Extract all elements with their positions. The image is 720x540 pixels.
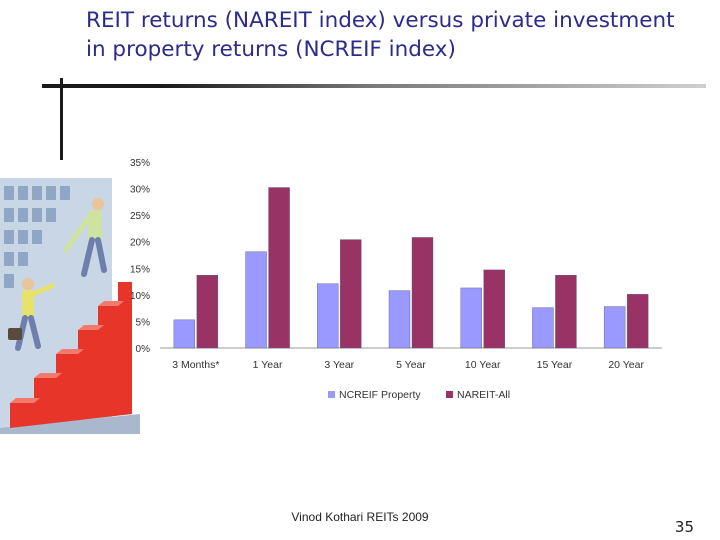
bar-nareit-all-4	[483, 269, 505, 349]
x-tick-label: 20 Year	[608, 359, 644, 371]
bar-nareit-all-2	[340, 239, 362, 349]
chart-legend: NCREIF Property NAREIT-All	[328, 389, 510, 401]
y-tick-label: 10%	[130, 291, 150, 302]
x-tick-label: 3 Year	[324, 359, 354, 371]
x-tick-label: 5 Year	[396, 359, 426, 371]
slide-title-line-1: REIT returns (NAREIT index) versus priva…	[86, 8, 675, 33]
y-tick-label: 0%	[136, 344, 151, 355]
building-windows	[4, 186, 70, 288]
page-number: 35	[674, 518, 694, 536]
x-tick-label: 10 Year	[465, 359, 501, 371]
title-divider-horizontal	[42, 84, 706, 88]
y-axis: 0% 5% 10% 15% 20% 25% 30% 35%	[130, 158, 662, 355]
bar-ncreif-property-2	[317, 283, 339, 349]
legend-swatch	[446, 391, 453, 398]
y-tick-label: 5%	[136, 317, 151, 328]
x-tick-label: 1 Year	[253, 359, 283, 371]
y-tick-label: 25%	[130, 211, 150, 222]
briefcase-icon	[8, 328, 22, 340]
slide-title: REIT returns (NAREIT index) versus priva…	[86, 6, 706, 64]
y-tick-label: 35%	[130, 158, 150, 169]
floor	[0, 414, 140, 434]
legend-swatch	[328, 391, 335, 398]
bar-ncreif-property-4	[460, 287, 482, 349]
x-tick-label: 15 Year	[537, 359, 573, 371]
y-tick-label: 20%	[130, 238, 150, 249]
legend-label: NAREIT-All	[457, 389, 510, 401]
red-stairs	[10, 282, 132, 428]
bar-nareit-all-1	[268, 187, 290, 349]
y-tick-label: 30%	[130, 185, 150, 196]
climbing-person-lower	[8, 278, 55, 351]
legend-label: NCREIF Property	[339, 389, 421, 401]
bars	[173, 187, 649, 349]
bar-nareit-all-5	[555, 274, 577, 349]
x-tick-label: 3 Months*	[172, 359, 219, 371]
returns-bar-chart: 0%5%10%15%20%25%30%35% 3 Months* 1 Year 3 …	[130, 158, 662, 401]
slide-title-line-2: in property returns (NCREIF index)	[86, 37, 456, 62]
bar-ncreif-property-0	[173, 319, 196, 349]
x-axis-labels: 3 Months* 1 Year 3 Year 5 Year 10 Year 15 Yea…	[172, 359, 644, 371]
bar-ncreif-property-5	[532, 307, 554, 349]
footer-text: Vinod Kothari REITs 2009	[291, 510, 429, 524]
bar-nareit-all-0	[196, 274, 219, 349]
title-divider-vertical	[60, 78, 63, 160]
business-people-climbing-stairs-icon	[0, 178, 140, 434]
bar-ncreif-property-6	[603, 306, 626, 349]
bar-ncreif-property-1	[245, 251, 267, 349]
bar-ncreif-property-3	[388, 290, 411, 349]
bar-nareit-all-6	[626, 294, 649, 349]
climbing-person-upper	[63, 198, 107, 277]
bar-nareit-all-3	[411, 237, 434, 349]
y-tick-label: 15%	[130, 264, 150, 275]
